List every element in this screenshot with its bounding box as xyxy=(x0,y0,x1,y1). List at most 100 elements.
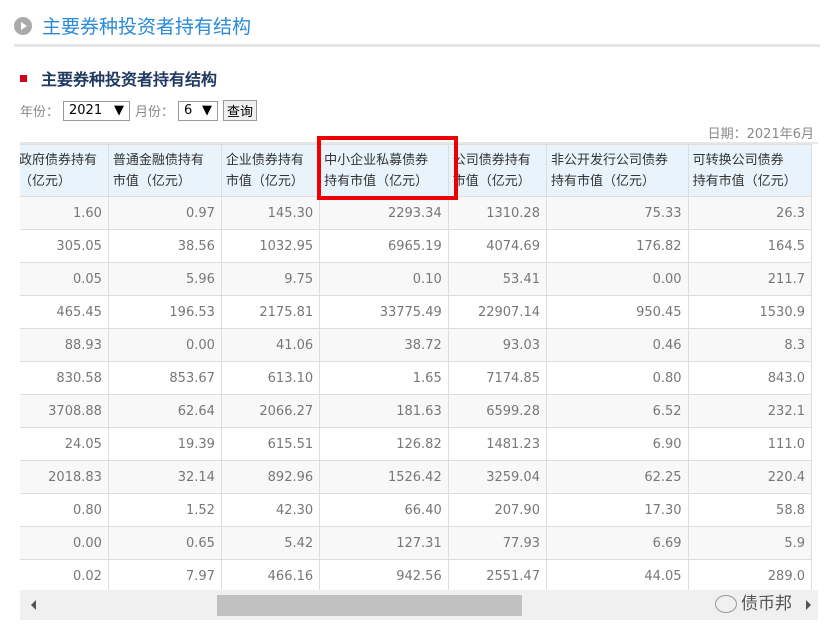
table-cell: 1032.95 xyxy=(220,229,321,263)
table-row: 0.05 5.96 9.75 0.10 53.41 0.00 211.7 xyxy=(20,262,813,296)
table-cell: 58.8 xyxy=(687,493,813,527)
table-cell: 466.16 xyxy=(220,559,321,590)
table-cell: 42.30 xyxy=(220,493,321,527)
table-row: 2018.83 32.14 892.96 1526.42 3259.04 62.25 220… xyxy=(20,460,813,494)
month-select[interactable]: 6 ▼ xyxy=(178,100,219,121)
table-cell: 6965.19 xyxy=(319,229,449,263)
table-cell: 0.65 xyxy=(107,526,222,560)
table-cell: 6.52 xyxy=(545,394,689,428)
dropdown-arrow-icon: ▼ xyxy=(114,103,125,118)
table-cell: 62.64 xyxy=(107,394,222,428)
table-cell: 24.05 xyxy=(20,427,109,461)
table-cell: 17.30 xyxy=(545,493,689,527)
page-title: 主要券种投资者持有结构 xyxy=(42,16,252,38)
table-cell: 3708.88 xyxy=(20,394,109,428)
date-label: 日期：2021年6月 xyxy=(707,127,814,142)
table-cell: 2293.34 xyxy=(319,196,449,230)
table-row: 0.02 7.97 466.16 942.56 2551.47 44.05 289.0 xyxy=(20,559,813,590)
table-cell: 232.1 xyxy=(687,394,813,428)
watermark: 债币邦 xyxy=(715,593,792,615)
table-row: 0.80 1.52 42.30 66.40 207.90 17.30 58.8 xyxy=(20,493,813,527)
table-cell: 5.96 xyxy=(107,262,222,296)
table-cell: 0.80 xyxy=(545,361,689,395)
table-cell: 66.40 xyxy=(319,493,449,527)
table-cell: 9.75 xyxy=(220,262,321,296)
table-cell: 0.46 xyxy=(545,328,689,362)
table-cell: 19.39 xyxy=(107,427,222,461)
table-cell: 2551.47 xyxy=(447,559,547,590)
table-cell: 6599.28 xyxy=(447,394,547,428)
play-circle-icon xyxy=(14,16,32,35)
table-cell: 26.3 xyxy=(687,196,813,230)
table-cell: 176.82 xyxy=(545,229,689,263)
table-cell: 211.7 xyxy=(687,262,813,296)
table-cell: 2018.83 xyxy=(20,460,109,494)
column-header: 政府债券持有 （亿元） xyxy=(20,144,109,197)
scroll-right-arrow-icon[interactable] xyxy=(806,600,811,610)
red-square-icon xyxy=(20,74,27,82)
table-row: 88.93 0.00 41.06 38.72 93.03 0.46 8.3 xyxy=(20,328,813,362)
table-cell: 77.93 xyxy=(447,526,547,560)
table-cell: 843.0 xyxy=(687,361,813,395)
table-cell: 88.93 xyxy=(20,328,109,362)
table-cell: 32.14 xyxy=(107,460,222,494)
column-header: 非公开发行公司债券 持有市值（亿元） xyxy=(545,144,689,197)
table-cell: 164.5 xyxy=(687,229,813,263)
table-cell: 1526.42 xyxy=(319,460,449,494)
table-cell: 892.96 xyxy=(220,460,321,494)
table-cell: 1.60 xyxy=(20,196,109,230)
table-cell: 289.0 xyxy=(687,559,813,590)
year-value: 2021 xyxy=(69,103,103,118)
table-row: 305.05 38.56 1032.95 6965.19 4074.69 176.82 16… xyxy=(20,229,813,263)
table-cell: 305.05 xyxy=(20,229,109,263)
table-cell: 615.51 xyxy=(220,427,321,461)
table-cell: 0.10 xyxy=(319,262,449,296)
table-cell: 7.97 xyxy=(107,559,222,590)
scrollbar-thumb[interactable] xyxy=(217,595,522,616)
table-cell: 93.03 xyxy=(447,328,547,362)
column-header-line: 市值（亿元） xyxy=(452,173,531,189)
table-cell: 0.80 xyxy=(20,493,109,527)
table-cell: 53.41 xyxy=(447,262,547,296)
table-cell: 0.00 xyxy=(20,526,109,560)
table-cell: 0.00 xyxy=(545,262,689,296)
column-header-line: 非公开发行公司债券 xyxy=(550,152,668,168)
year-select[interactable]: 2021 ▼ xyxy=(63,100,131,121)
table-cell: 2066.27 xyxy=(220,394,321,428)
column-header: 企业债券持有 市值（亿元） xyxy=(220,144,321,197)
table-cell: 196.53 xyxy=(107,295,222,329)
table-cell: 62.25 xyxy=(545,460,689,494)
holdings-table: 政府债券持有 （亿元） 普通金融债持有 市值（亿元） 企业债券持有 市值（亿元） 中小企业私… xyxy=(20,142,818,590)
table-cell: 44.05 xyxy=(545,559,689,590)
table-cell: 22907.14 xyxy=(447,295,547,329)
table-cell: 111.0 xyxy=(687,427,813,461)
table-cell: 41.06 xyxy=(220,328,321,362)
divider xyxy=(14,44,820,47)
horizontal-scrollbar[interactable] xyxy=(20,590,818,620)
watermark-text: 债币邦 xyxy=(741,594,792,614)
table-cell: 1481.23 xyxy=(447,427,547,461)
table-cell: 38.56 xyxy=(107,229,222,263)
table-cell: 1.52 xyxy=(107,493,222,527)
table-cell: 220.4 xyxy=(687,460,813,494)
query-button[interactable]: 查询 xyxy=(223,100,258,121)
table-cell: 830.58 xyxy=(20,361,109,395)
month-label: 月份： xyxy=(135,105,175,120)
table-cell: 5.9 xyxy=(687,526,813,560)
column-header-line: 市值（亿元） xyxy=(112,173,191,189)
month-value: 6 xyxy=(184,103,193,118)
table-cell: 145.30 xyxy=(220,196,321,230)
table-cell: 1310.28 xyxy=(447,196,547,230)
table-row: 465.45 196.53 2175.81 33775.49 22907.14 950.4… xyxy=(20,295,813,329)
table-cell: 7174.85 xyxy=(447,361,547,395)
scroll-left-arrow-icon[interactable] xyxy=(31,600,36,610)
table-row: 1.60 0.97 145.30 2293.34 1310.28 75.33 26.3 xyxy=(20,196,813,230)
dropdown-arrow-icon: ▼ xyxy=(202,103,213,118)
column-header-line: 中小企业私募债券 xyxy=(324,152,429,168)
table-cell: 3259.04 xyxy=(447,460,547,494)
column-header-line: 政府债券持有 xyxy=(20,152,98,168)
table-cell: 0.97 xyxy=(107,196,222,230)
table-cell: 950.45 xyxy=(545,295,689,329)
table-cell: 0.05 xyxy=(20,262,109,296)
column-header-line: 普通金融债持有 xyxy=(112,152,204,168)
